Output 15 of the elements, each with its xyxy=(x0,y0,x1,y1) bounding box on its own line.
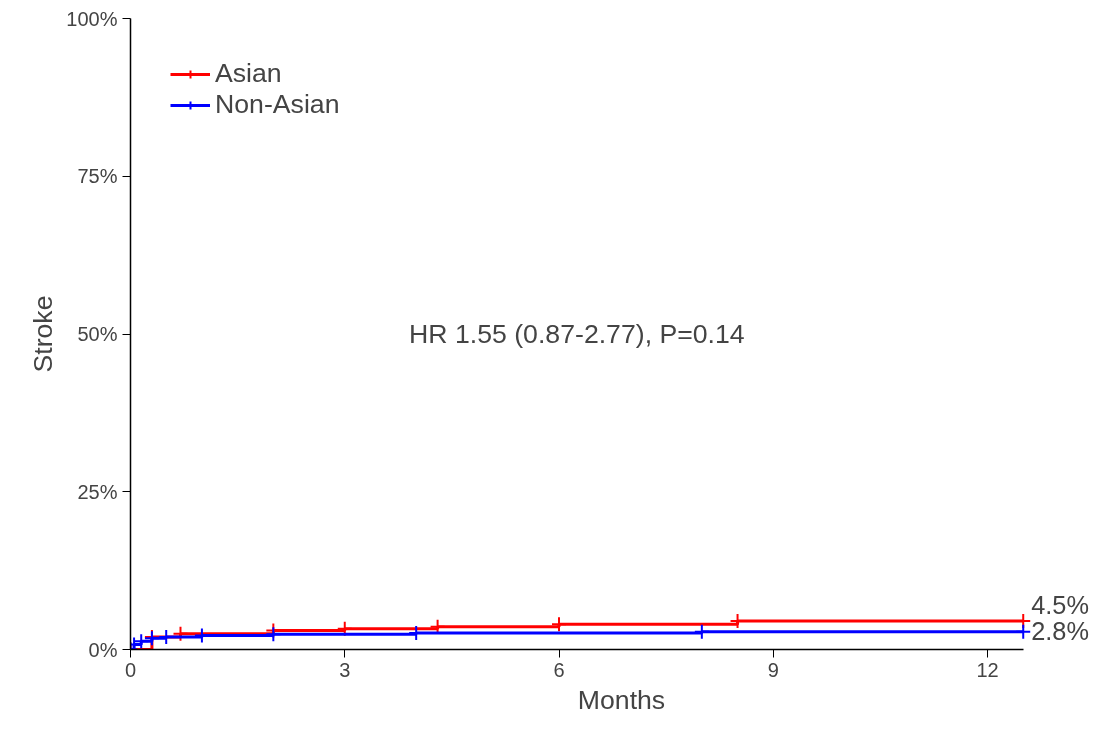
x-tick-label: 0 xyxy=(124,658,137,681)
x-tick-label: 6 xyxy=(553,658,565,681)
legend-label: Non-Asian xyxy=(215,89,340,120)
y-axis-title: Stroke xyxy=(28,295,59,373)
x-tick-label: 3 xyxy=(339,658,351,681)
legend-label: Asian xyxy=(215,58,282,89)
y-tick-label: 25% xyxy=(77,480,118,503)
y-tick-label: 0% xyxy=(88,638,118,661)
x-axis-title: Months xyxy=(577,684,666,715)
x-tick-label: 12 xyxy=(976,658,999,681)
y-tick-label: 50% xyxy=(77,323,118,345)
annotation: HR 1.55 (0.87-2.77), P=0.14 xyxy=(409,319,745,349)
x-tick-label: 9 xyxy=(767,658,779,681)
y-tick-label: 100% xyxy=(66,7,118,30)
y-tick-label: 75% xyxy=(77,165,118,188)
